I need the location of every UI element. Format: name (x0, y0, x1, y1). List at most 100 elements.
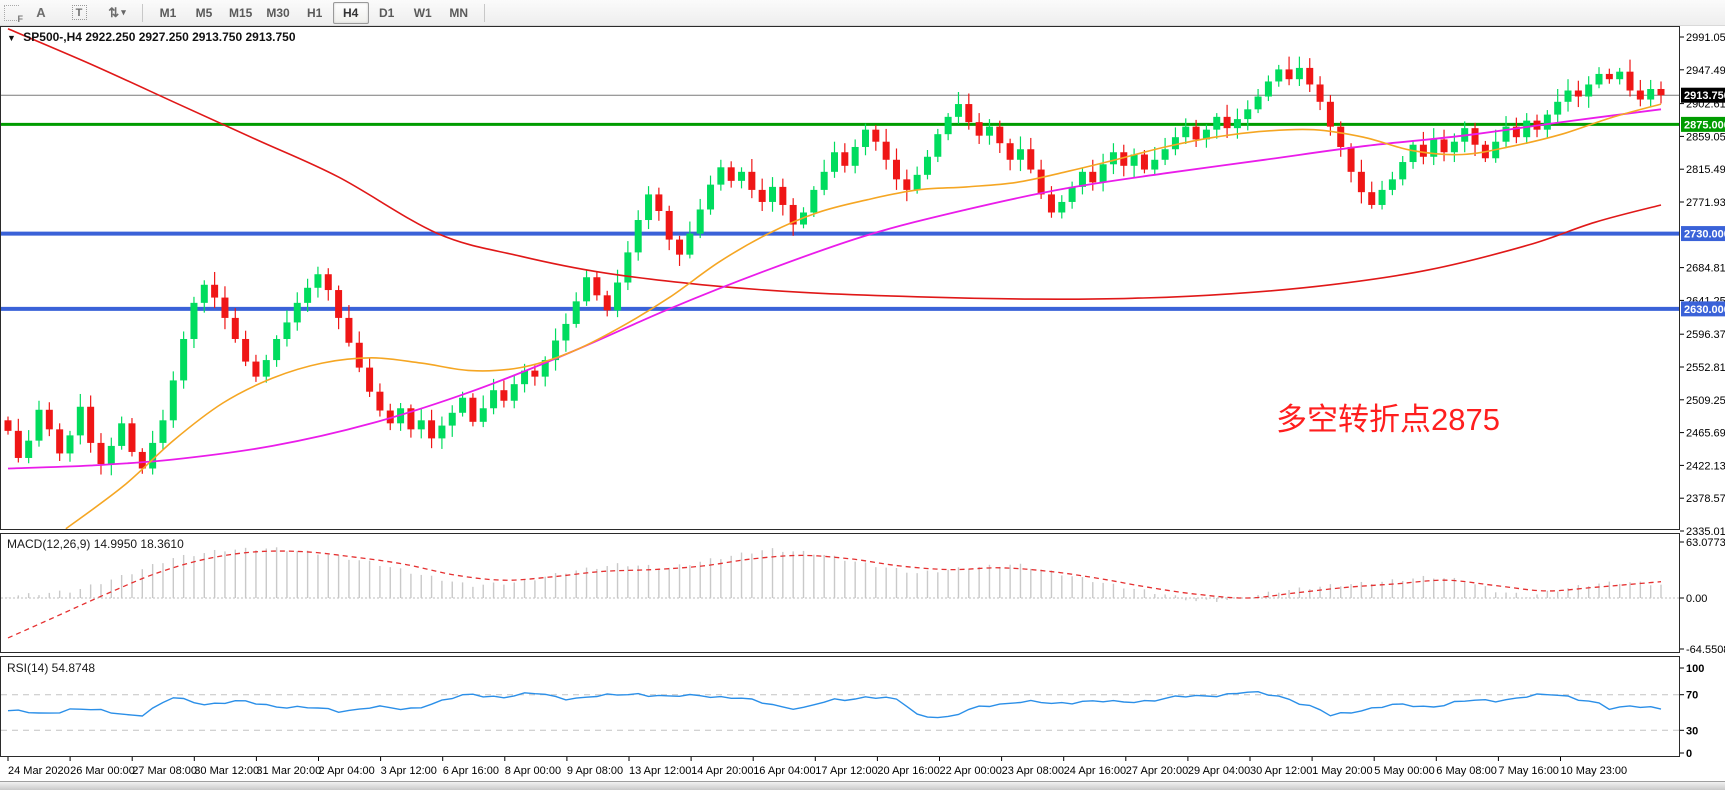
candle-body (985, 126, 993, 136)
x-axis-tick-label: 3 Apr 12:00 (381, 765, 437, 777)
price-badge (1681, 116, 1725, 132)
candle-body (851, 146, 859, 166)
timeframe-button-m1[interactable]: M1 (159, 5, 177, 20)
candle-body (1605, 73, 1613, 80)
templates-f-glyph: F (17, 13, 24, 24)
price-badge-label: 2913.750 (1684, 90, 1725, 102)
candle-body (624, 252, 632, 283)
candle-body (500, 390, 508, 401)
x-axis-tick-label: 26 Mar 00:00 (70, 765, 135, 777)
candle-body (479, 408, 487, 422)
candle-body (717, 167, 725, 185)
candle-body (944, 116, 952, 135)
candle-body (1264, 81, 1272, 97)
label-tool-button[interactable]: A (23, 2, 59, 24)
candle-body (1171, 137, 1179, 150)
candle-body (562, 323, 570, 341)
x-axis-tick-label: 6 Apr 16:00 (443, 765, 499, 777)
candle-body (200, 284, 208, 303)
candle-body (603, 295, 611, 311)
y-axis-tick-label: 2509.250 (1686, 395, 1725, 407)
symbol-dropdown-icon[interactable]: ▼ (7, 33, 16, 43)
x-axis-tick-label: 13 Apr 12:00 (629, 765, 691, 777)
candle-body (614, 282, 622, 311)
candle-body (231, 317, 239, 339)
y-axis-tick-label: 2335.010 (1686, 526, 1725, 538)
candle-body (841, 152, 849, 166)
candle-body (1099, 164, 1107, 183)
candle-body (1585, 84, 1593, 97)
x-axis-tick-label: 17 Apr 12:00 (815, 765, 877, 777)
candle-body (1368, 192, 1376, 205)
y-axis-tick-label: 2859.050 (1686, 131, 1725, 143)
candle-body (1647, 88, 1655, 100)
candle-body (738, 171, 746, 181)
rsi-axis-tick-label: 70 (1686, 690, 1698, 702)
x-axis-tick-label: 20 Apr 16:00 (877, 765, 939, 777)
candle-body (954, 104, 962, 117)
candle-body (1502, 126, 1510, 142)
x-axis-tick-label: 2 Apr 04:00 (319, 765, 375, 777)
quote-ohlc-label: 2922.250 2927.250 2913.750 2913.750 (85, 30, 296, 44)
candle-body (1430, 139, 1438, 157)
candle-body (138, 451, 146, 469)
candle-body (913, 174, 921, 190)
panel-frame (0, 533, 1680, 653)
candle-body (758, 189, 766, 202)
x-axis-tick-label: 27 Mar 08:00 (132, 765, 197, 777)
x-axis-tick-label: 1 May 20:00 (1312, 765, 1373, 777)
candle-body (490, 390, 498, 409)
candle-body (459, 397, 467, 413)
timeframe-button-m5[interactable]: M5 (195, 5, 213, 20)
candle-body (1471, 128, 1479, 145)
arrow-tools-button[interactable]: ⇅ ▾ (99, 2, 135, 24)
window-bottom-edge (0, 781, 1725, 790)
candle-body (1244, 109, 1252, 120)
candle-body (1337, 126, 1345, 147)
timeframe-button-d1[interactable]: D1 (379, 5, 395, 20)
timeframe-button-h4[interactable]: H4 (332, 1, 369, 24)
timeframe-button-m15[interactable]: M15 (229, 5, 253, 20)
candle-body (779, 186, 787, 205)
candle-body (820, 171, 828, 190)
price-badge-label: 2630.000 (1684, 304, 1725, 316)
candle-body (696, 209, 704, 234)
candle-body (1450, 141, 1458, 153)
timeframe-button-mn[interactable]: MN (449, 5, 469, 20)
candle-body (1636, 90, 1644, 100)
candle-body (1399, 162, 1407, 180)
candle-body (180, 338, 188, 381)
candle-body (1192, 126, 1200, 140)
candle-body (1130, 154, 1138, 166)
candle-body (417, 420, 425, 430)
candle-body (304, 287, 312, 303)
candle-body (149, 442, 157, 469)
candle-body (293, 302, 301, 323)
x-axis-tick-label: 7 May 16:00 (1498, 765, 1559, 777)
x-axis-tick-label: 30 Mar 12:00 (194, 765, 259, 777)
candle-body (1140, 154, 1148, 170)
candle-body (934, 134, 942, 157)
ma-slow-red-line (7, 28, 1662, 300)
candle-body (1078, 171, 1086, 187)
dropdown-caret-icon: ▾ (121, 7, 126, 17)
timeframe-button-w1[interactable]: W1 (413, 5, 432, 20)
candle-body (1316, 84, 1324, 102)
x-axis-tick-label: 23 Apr 08:00 (1002, 765, 1064, 777)
candle-body (1254, 96, 1262, 110)
text-tool-button[interactable]: T (61, 2, 97, 24)
candle-body (1564, 90, 1572, 102)
timeframe-button-m30[interactable]: M30 (266, 5, 290, 20)
templates-f-icon[interactable]: F (4, 4, 23, 24)
price-badge (1681, 226, 1725, 242)
y-axis-tick-label: 2815.490 (1686, 164, 1725, 176)
candle-body (645, 194, 653, 221)
timeframe-button-h1[interactable]: H1 (307, 5, 323, 20)
symbol-period-label: SP500-,H4 (23, 30, 82, 44)
timeframe-button-group: M1 M5 M15 M30 H1 H4 D1 W1 MN (150, 1, 477, 24)
candle-body (1616, 71, 1624, 80)
x-axis-tick-label: 24 Mar 2020 (8, 765, 70, 777)
candle-body (1068, 186, 1076, 202)
